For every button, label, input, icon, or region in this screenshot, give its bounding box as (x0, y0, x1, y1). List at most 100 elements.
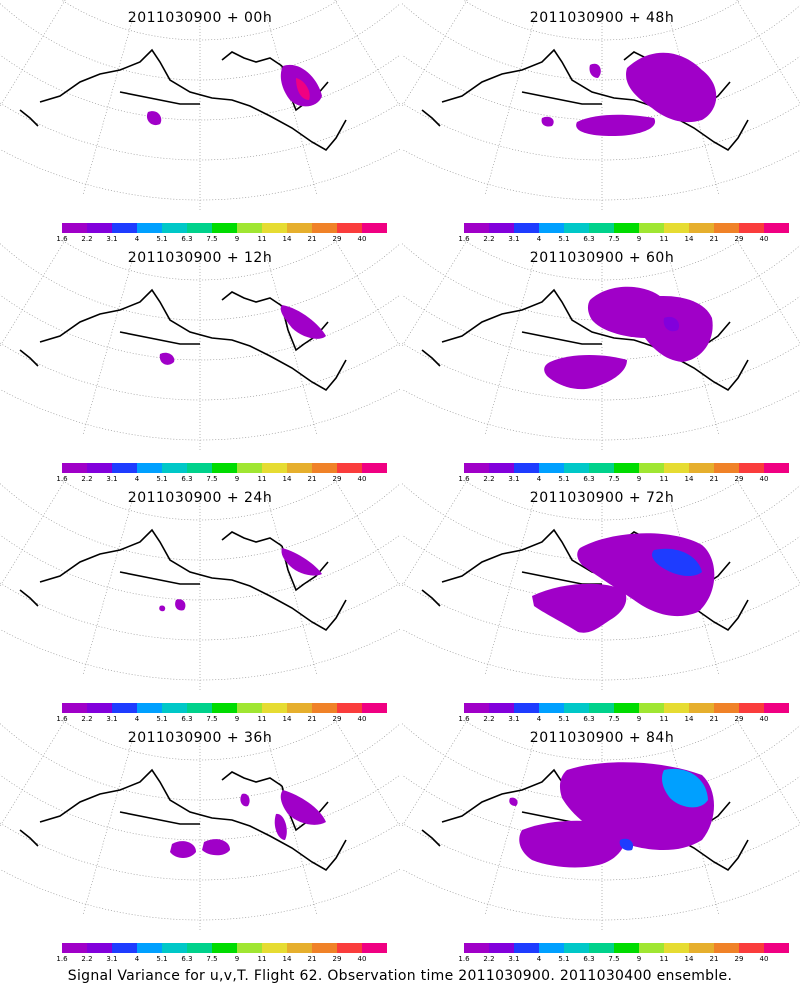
colorbar-tick-label: 9 (636, 715, 642, 723)
colorbar-tick-label: 7.5 (608, 955, 620, 963)
colorbar-segment (689, 943, 714, 953)
colorbar-tick-label: 1.6 (56, 955, 68, 963)
colorbar-segment (237, 943, 262, 953)
colorbar-tick-label: 40 (357, 475, 367, 483)
colorbar-segment (337, 943, 362, 953)
colorbar (62, 943, 387, 953)
colorbar (464, 943, 789, 953)
coastline (19, 48, 347, 152)
colorbar-tick-label: 4 (134, 955, 140, 963)
colorbar-segment (664, 463, 689, 473)
variance-region (146, 111, 162, 126)
colorbar-segment (137, 943, 162, 953)
variance-region (576, 114, 656, 136)
colorbar-segment (62, 943, 87, 953)
figure-caption: Signal Variance for u,v,T. Flight 62. Ob… (67, 968, 733, 984)
colorbar-segment (112, 463, 137, 473)
graticule (0, 0, 400, 210)
panel-title: 2011030900 + 84h (529, 730, 675, 746)
colorbar-tick-label: 1.6 (56, 235, 68, 243)
colorbar-tick-label: 7.5 (206, 235, 218, 243)
colorbar-tick-label: 2.2 (483, 715, 495, 723)
colorbar-tick-label: 14 (684, 715, 694, 723)
forecast-panel: 2011030900 + 48h 1.6 2.2 3.1 4 5.1 6.3 7.5 9 11 14… (402, 0, 800, 243)
colorbar-tick-label: 29 (734, 955, 744, 963)
variance-region (280, 790, 326, 825)
colorbar-tick-label: 6.3 (181, 235, 193, 243)
colorbar-segment (187, 223, 212, 233)
colorbar-segment (337, 223, 362, 233)
forecast-panel: 2011030900 + 72h 1.6 2.2 3.1 4 5.1 6.3 7.5 9 11 14… (402, 480, 800, 723)
colorbar-tick-label: 11 (659, 475, 669, 483)
colorbar-tick-label: 3.1 (508, 475, 520, 483)
colorbar-segment (337, 703, 362, 713)
colorbar-segment (337, 463, 362, 473)
colorbar-segment (362, 703, 387, 713)
colorbar-segment (287, 943, 312, 953)
colorbar-segment (464, 703, 489, 713)
polar-map (402, 480, 800, 690)
colorbar-segment (87, 703, 112, 713)
colorbar-segment (739, 463, 764, 473)
colorbar-segment (739, 223, 764, 233)
colorbar-tick-label: 2.2 (81, 235, 93, 243)
colorbar-segment (614, 943, 639, 953)
colorbar-tick-label: 9 (636, 475, 642, 483)
colorbar-segment (564, 703, 589, 713)
colorbar-tick-label: 9 (636, 955, 642, 963)
colorbar-tick-label: 9 (636, 235, 642, 243)
colorbar-segment (614, 463, 639, 473)
colorbar-tick-label: 6.3 (583, 475, 595, 483)
colorbar-segment (112, 223, 137, 233)
variance-region (544, 355, 627, 390)
colorbar-segment (162, 463, 187, 473)
colorbar-segment (212, 223, 237, 233)
polar-map (402, 0, 800, 210)
graticule (0, 480, 400, 690)
colorbar-tick-label: 5.1 (156, 475, 168, 483)
colorbar-segment (564, 223, 589, 233)
colorbar-tick-label: 40 (759, 235, 769, 243)
variance-region (519, 820, 626, 868)
colorbar-tick-label: 5.1 (156, 955, 168, 963)
colorbar-segment (764, 703, 789, 713)
variance-region (619, 838, 634, 851)
colorbar-tick-label: 3.1 (508, 715, 520, 723)
colorbar-tick-label: 21 (709, 475, 719, 483)
colorbar-tick-label: 21 (709, 235, 719, 243)
variance-region (589, 63, 601, 78)
variance-region (652, 548, 702, 577)
colorbar-tick-label: 4 (536, 715, 542, 723)
colorbar-tick-label: 5.1 (156, 715, 168, 723)
colorbar-segment (589, 463, 614, 473)
colorbar-segment (62, 463, 87, 473)
colorbar-segment (362, 463, 387, 473)
colorbar-tick-label: 2.2 (81, 715, 93, 723)
colorbar-segment (212, 943, 237, 953)
colorbar (464, 223, 789, 233)
colorbar-segment (614, 703, 639, 713)
colorbar (464, 463, 789, 473)
colorbar-segment (237, 463, 262, 473)
colorbar-segment (87, 943, 112, 953)
colorbar-segment (112, 703, 137, 713)
colorbar-tick-label: 2.2 (483, 475, 495, 483)
colorbar-tick-label: 7.5 (206, 955, 218, 963)
colorbar-tick-label: 5.1 (558, 475, 570, 483)
variance-region (281, 548, 322, 576)
colorbar-segment (664, 943, 689, 953)
graticule (0, 240, 400, 450)
colorbar-segment (212, 463, 237, 473)
colorbar-tick-label: 29 (332, 235, 342, 243)
colorbar-segment (312, 463, 337, 473)
colorbar-tick-label: 3.1 (106, 235, 118, 243)
colorbar-segment (514, 223, 539, 233)
colorbar-tick-label: 3.1 (508, 955, 520, 963)
colorbar-segment (639, 223, 664, 233)
colorbar-segment (287, 223, 312, 233)
colorbar-segment (137, 223, 162, 233)
colorbar-segment (464, 223, 489, 233)
colorbar-segment (714, 223, 739, 233)
colorbar-tick-label: 4 (536, 955, 542, 963)
variance-region (202, 839, 230, 856)
